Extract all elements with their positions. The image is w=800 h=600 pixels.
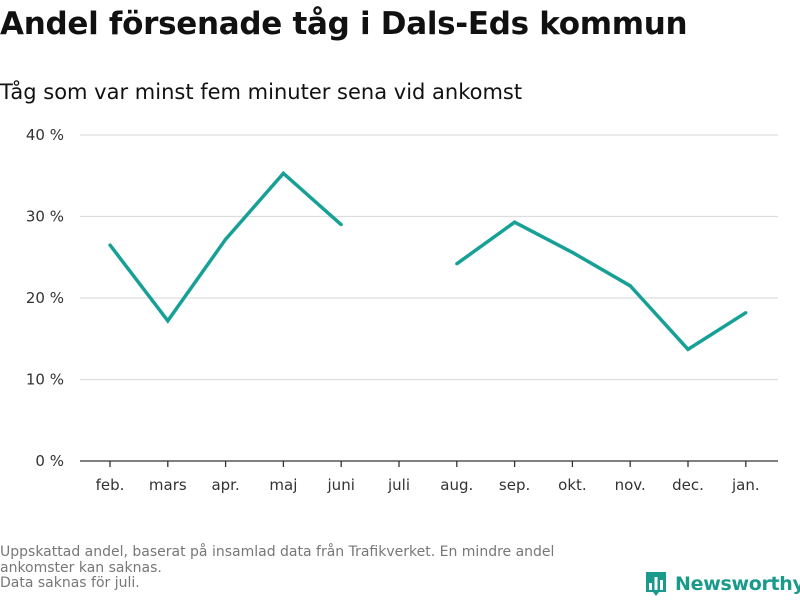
x-tick-label: mars: [149, 476, 187, 494]
x-tick-label: aug.: [440, 476, 473, 494]
series-line-segment: [455, 220, 747, 352]
newsworthy-logo: Newsworthy: [645, 570, 800, 598]
data-point: [224, 237, 228, 241]
footnote-line: ankomster kan saknas.: [0, 559, 162, 576]
chart-subtitle: Tåg som var minst fem minuter sena vid a…: [0, 80, 523, 104]
y-axis-ticks: 0 % 10 % 20 % 30 % 40 %: [26, 126, 64, 470]
y-tick-label: 40 %: [26, 126, 64, 144]
footnote-line: Uppskattad andel, baserat på insamlad da…: [0, 544, 555, 560]
x-tick-label: dec.: [672, 476, 704, 494]
footnote-line: Data saknas för juli.: [0, 575, 140, 591]
x-tick-label: feb.: [96, 476, 125, 494]
x-tick-label: maj: [269, 476, 297, 494]
line-chart: 0 % 10 % 20 % 30 % 40 % feb. mars apr. maj juni j…: [26, 126, 778, 494]
x-tick-label: nov.: [615, 476, 646, 494]
x-tick-label: juni: [327, 476, 355, 494]
data-point: [686, 347, 690, 351]
data-point: [339, 223, 343, 227]
series-lines: [108, 170, 748, 352]
y-tick-label: 30 %: [26, 208, 64, 226]
x-axis: feb. mars apr. maj juni juli aug. sep. okt. nov. d…: [80, 460, 778, 494]
footnote: Uppskattad andel, baserat på insamlad da…: [0, 544, 640, 592]
data-point: [628, 284, 632, 288]
data-point: [108, 243, 112, 247]
x-tick-label: juli: [387, 476, 410, 494]
y-tick-label: 20 %: [26, 289, 64, 307]
data-point: [744, 311, 748, 315]
gridlines: [80, 134, 778, 381]
data-point: [281, 171, 285, 175]
x-tick-label: sep.: [499, 476, 530, 494]
y-tick-label: 10 %: [26, 371, 64, 389]
data-point: [166, 319, 170, 323]
brand-name: Newsworthy: [675, 573, 800, 595]
newsworthy-bar-chart-icon: [646, 572, 666, 596]
x-tick-label: okt.: [558, 476, 587, 494]
data-point: [570, 250, 575, 254]
x-tick-label: jan.: [731, 476, 760, 494]
data-point: [455, 262, 459, 266]
x-tick-label: apr.: [211, 476, 239, 494]
series-line-segment: [108, 170, 343, 324]
chart-title: Andel försenade tåg i Dals-Eds kommun: [0, 6, 688, 42]
data-point: [513, 220, 517, 224]
y-tick-label: 0 %: [35, 452, 64, 470]
